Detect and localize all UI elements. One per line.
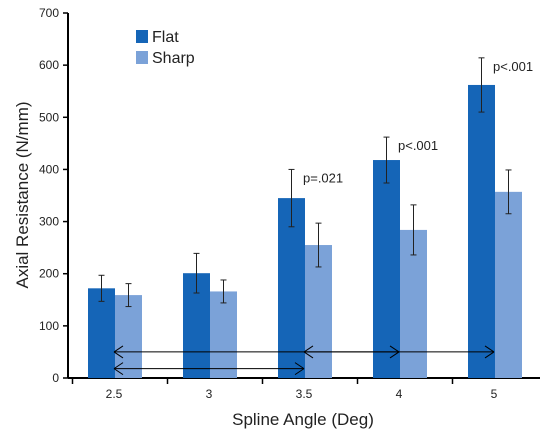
- y-tick-label: 300: [39, 215, 59, 229]
- legend-swatch-sharp: [136, 51, 148, 64]
- y-axis-title: Axial Resistance (N/mm): [13, 101, 32, 288]
- y-tick-label: 200: [39, 267, 59, 281]
- bars: [88, 84, 522, 378]
- axes: 0 100 200 300 400 500 600 700 2.5 3 3.5 4 5: [39, 6, 540, 401]
- bar-sharp: [210, 291, 237, 378]
- arrow-head: [484, 351, 495, 359]
- p-value-annotation: p=.021: [303, 170, 343, 185]
- legend-label-flat: Flat: [152, 29, 179, 46]
- p-value-annotation: p<.001: [398, 138, 438, 153]
- arrow-head: [113, 345, 124, 353]
- x-tick-label: 3.5: [296, 387, 313, 401]
- arrow-head: [389, 345, 400, 353]
- arrow-head: [484, 345, 495, 353]
- legend-swatch-flat: [136, 30, 148, 43]
- x-tick-label: 5: [491, 387, 498, 401]
- arrow-head: [294, 368, 305, 376]
- y-tick-label: 700: [39, 6, 59, 20]
- bar-flat: [88, 288, 115, 378]
- legend: Flat Sharp: [136, 29, 195, 67]
- bar-flat: [278, 198, 305, 378]
- arrow-head: [113, 351, 124, 359]
- bar-flat: [373, 160, 400, 378]
- x-tick-label: 3: [206, 387, 213, 401]
- arrow-head: [303, 351, 314, 359]
- arrow-head: [113, 362, 124, 370]
- y-tick-label: 100: [39, 319, 59, 333]
- p-value-annotation: p<.001: [493, 59, 533, 74]
- arrow-head: [113, 368, 124, 376]
- arrow-head: [389, 351, 400, 359]
- comparison-arrows: [113, 345, 495, 376]
- error-bars: [98, 57, 512, 308]
- x-tick-label: 2.5: [106, 387, 123, 401]
- annotations: p=.021 p<.001 p<.001: [303, 59, 533, 186]
- y-tick-label: 500: [39, 110, 59, 124]
- arrow-head: [294, 362, 305, 370]
- x-tick-label: 4: [396, 387, 403, 401]
- y-tick-label: 400: [39, 162, 59, 176]
- y-tick-label: 0: [52, 371, 59, 385]
- y-tick-label: 600: [39, 58, 59, 72]
- arrow-head: [303, 345, 314, 353]
- legend-label-sharp: Sharp: [152, 50, 195, 67]
- bar-sharp: [495, 191, 522, 378]
- bar-flat: [468, 84, 495, 378]
- bar-sharp: [115, 295, 142, 378]
- x-axis-title: Spline Angle (Deg): [232, 410, 374, 429]
